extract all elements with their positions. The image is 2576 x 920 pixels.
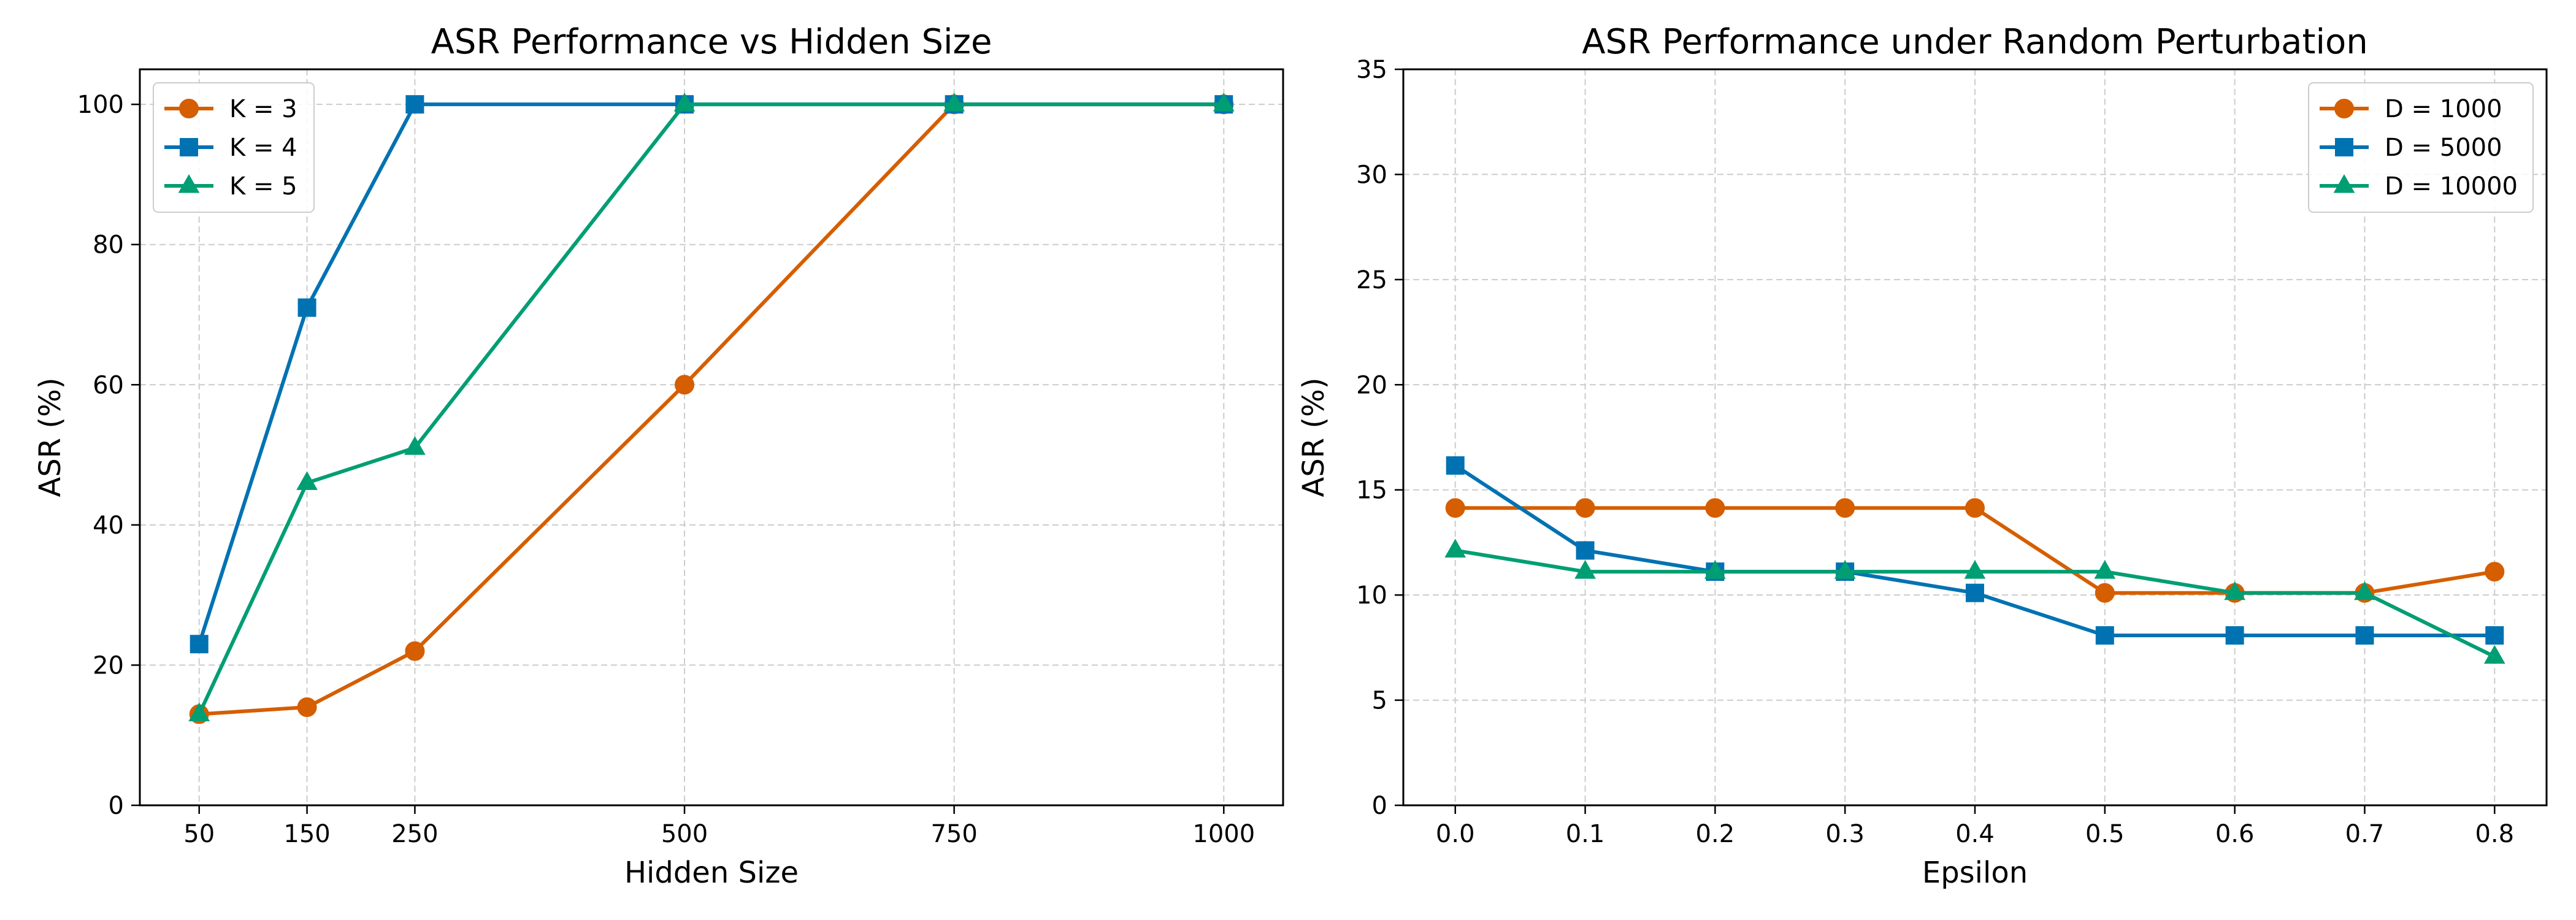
x-axis-label: Epsilon (1922, 856, 2028, 890)
x-tick-label: 1000 (1192, 820, 1255, 848)
data-point-square (2485, 626, 2504, 645)
data-point-triangle (1444, 539, 1466, 558)
y-tick-label: 30 (1356, 161, 1387, 189)
y-tick-label: 15 (1356, 477, 1387, 505)
x-tick-label: 0.6 (2215, 820, 2255, 848)
y-tick-label: 10 (1356, 581, 1387, 610)
series-line (197, 102, 1224, 715)
x-axis-label: Hidden Size (624, 856, 799, 890)
x-tick-label: 500 (661, 820, 708, 848)
x-tick-label: 250 (391, 820, 438, 848)
y-tick-label: 20 (93, 651, 124, 680)
data-point-triangle (1964, 560, 1986, 579)
legend-marker-triangle (178, 174, 200, 193)
data-point-circle (675, 375, 695, 395)
plot-frame (139, 68, 1284, 807)
legend: D = 1000 D = 5000 D = 10000 (2308, 82, 2534, 213)
data-point-circle (1835, 498, 1855, 518)
y-tick-label: 0 (1372, 792, 1387, 820)
y-axis-label: ASR (%) (1297, 378, 1331, 497)
y-tick-label: 25 (1356, 266, 1387, 294)
x-tick-label: 150 (283, 820, 330, 848)
data-point-square (297, 298, 316, 317)
chart-asr-vs-hidden-size: 50 150 250 500 750 1000 0 20 40 60 80 100 ASR Perfor… (33, 22, 1284, 890)
legend-marker-triangle (2333, 174, 2355, 193)
data-point-triangle (188, 702, 210, 721)
data-point-circle (1965, 498, 1985, 518)
data-point-triangle (1704, 560, 1726, 579)
legend-label: K = 3 (229, 95, 297, 123)
series-k-5 (188, 93, 1235, 721)
y-axis-label: ASR (%) (33, 378, 67, 497)
data-point-triangle (673, 93, 696, 112)
x-tick-label: 0.4 (1955, 820, 1995, 848)
x-tick-label: 0.1 (1566, 820, 1605, 848)
data-point-triangle (2224, 581, 2245, 600)
data-point-triangle (1574, 560, 1596, 579)
data-point-circle (2095, 583, 2115, 603)
legend-label: D = 5000 (2385, 134, 2502, 162)
data-point-triangle (1834, 560, 1856, 579)
x-tick-label: 0.8 (2475, 820, 2514, 848)
legend-box (2308, 82, 2534, 213)
y-tick-label: 5 (1372, 687, 1387, 715)
y-tick-label: 60 (93, 371, 124, 399)
data-point-square (1576, 541, 1595, 560)
legend-marker-square (2335, 138, 2353, 156)
y-tick-label: 35 (1356, 56, 1387, 84)
data-point-square (405, 95, 424, 114)
data-point-circle (1575, 498, 1595, 518)
y-tick-label: 80 (93, 231, 124, 259)
x-tick-label: 0.0 (1436, 820, 1475, 848)
data-point-square (190, 635, 209, 654)
data-point-triangle (1213, 93, 1235, 112)
legend-label: D = 1000 (2385, 95, 2502, 123)
chart-title: ASR Performance under Random Perturbatio… (1582, 22, 2368, 62)
data-point-square (2095, 626, 2114, 645)
y-tick-label: 40 (93, 512, 124, 540)
data-point-triangle (2483, 645, 2505, 664)
data-point-square (1446, 456, 1465, 475)
y-tick-label: 100 (77, 91, 124, 119)
legend-marker-square (180, 138, 198, 156)
data-point-triangle (2094, 560, 2116, 579)
data-point-square (2225, 626, 2244, 645)
legend-label: K = 4 (229, 134, 297, 162)
data-point-circle (1705, 498, 1725, 518)
data-point-square (1966, 583, 1984, 602)
series-d-10000 (1444, 539, 2505, 664)
data-point-triangle (404, 436, 426, 455)
x-tick-label: 0.3 (1825, 820, 1865, 848)
legend-marker-circle (179, 99, 199, 118)
data-point-triangle (2354, 581, 2375, 600)
x-tick-label: 0.2 (1696, 820, 1735, 848)
data-point-circle (2485, 562, 2505, 582)
data-point-circle (1445, 498, 1465, 518)
legend-label: K = 5 (229, 172, 297, 201)
chart-title: ASR Performance vs Hidden Size (431, 22, 992, 62)
x-tick-label: 0.7 (2345, 820, 2385, 848)
data-point-circle (297, 697, 317, 717)
plot-frame (1402, 68, 2548, 807)
x-tick-label: 0.5 (2085, 820, 2125, 848)
chart-asr-vs-epsilon: 0.0 0.1 0.2 0.3 0.4 0.5 0.6 0.7 0.8 0 5 10 15 20 25 30 3… (1297, 22, 2548, 890)
data-point-square (2355, 626, 2374, 645)
data-point-triangle (943, 93, 965, 112)
data-point-circle (405, 641, 425, 661)
y-tick-label: 20 (1356, 371, 1387, 399)
x-tick-label: 750 (930, 820, 977, 848)
legend-label: D = 10000 (2385, 172, 2518, 201)
legend: K = 3 K = 4 K = 5 (153, 82, 315, 213)
y-tick-label: 0 (109, 792, 124, 820)
x-tick-label: 50 (183, 820, 215, 848)
data-point-triangle (296, 471, 318, 490)
legend-marker-circle (2334, 99, 2354, 118)
